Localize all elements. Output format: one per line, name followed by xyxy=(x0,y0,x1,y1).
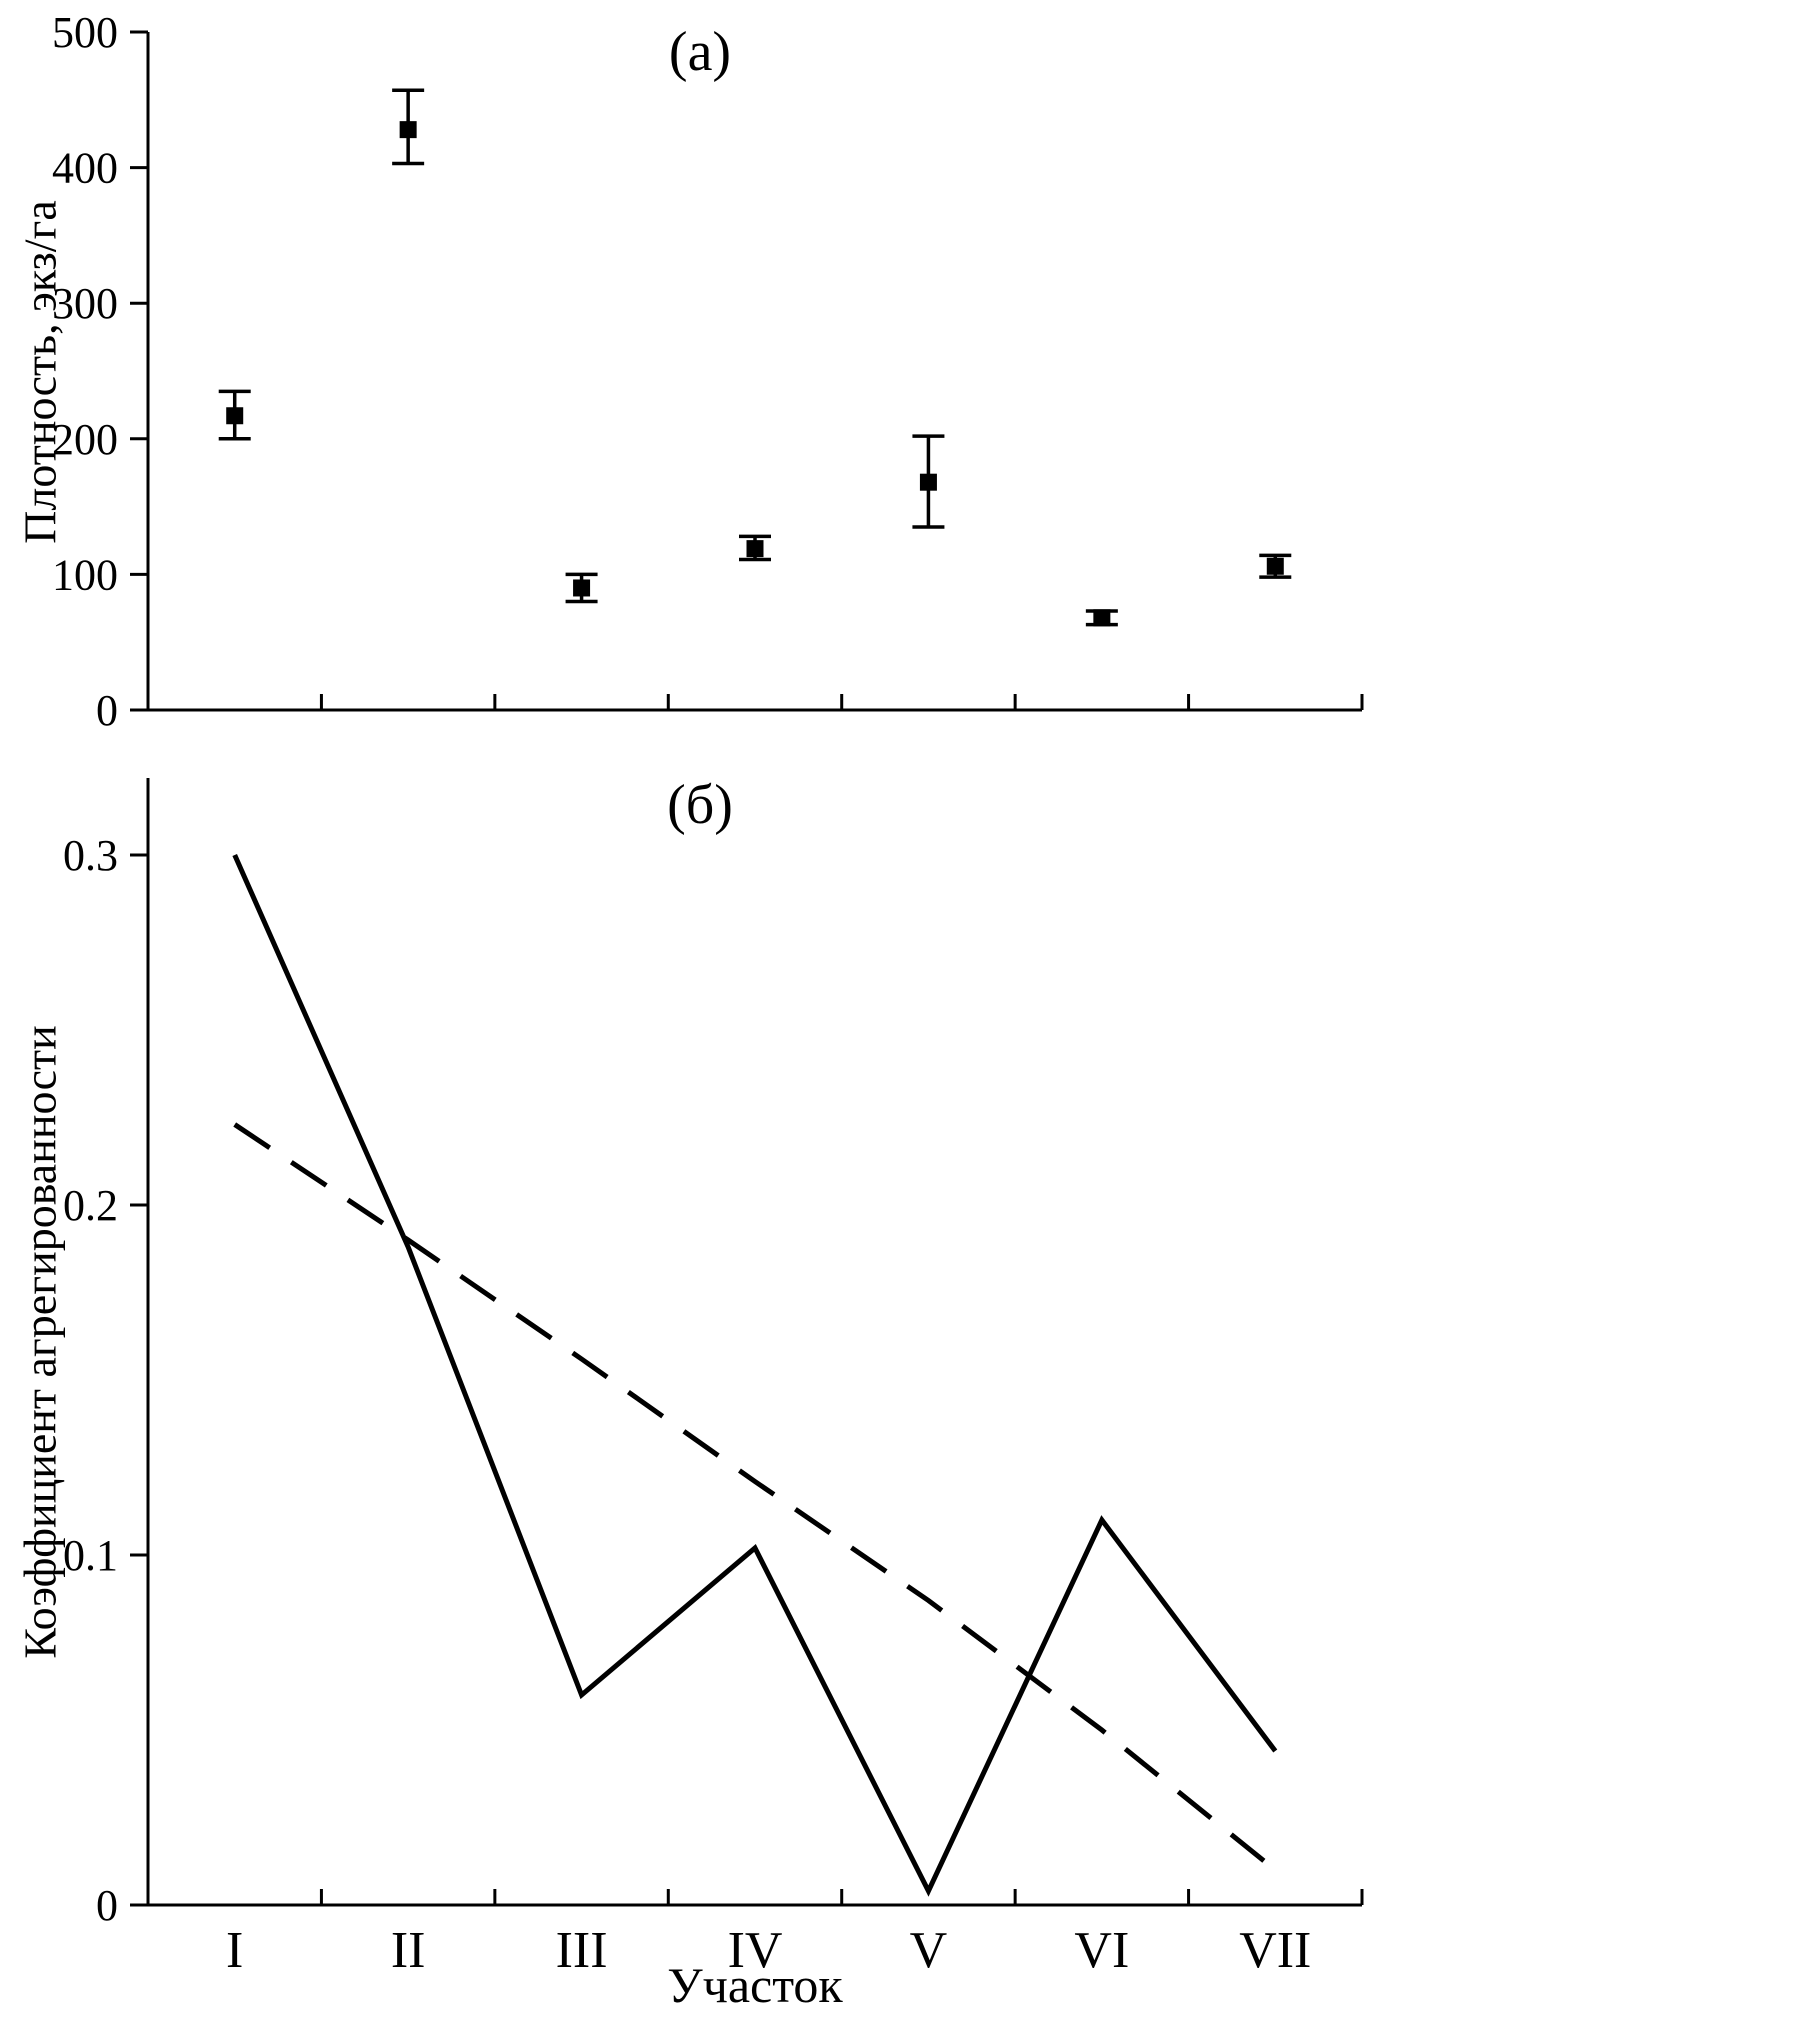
panel-a-y-axis-title: Плотность, экз/га xyxy=(14,200,66,544)
panel-b-x-tick-label: VII xyxy=(1239,1922,1311,1979)
panel-b-y-tick-label: 0.3 xyxy=(63,831,118,880)
data-point-marker xyxy=(746,540,764,558)
data-point-marker xyxy=(919,473,937,491)
panel-b-x-tick-label: V xyxy=(910,1922,948,1979)
panel-b-x-tick-label: VI xyxy=(1074,1922,1129,1979)
data-point-marker xyxy=(1266,557,1284,575)
panel-a-y-tick-label: 200 xyxy=(52,415,118,464)
dashed-line xyxy=(233,1122,1277,1872)
panel-b-label: (б) xyxy=(667,774,733,836)
data-point-marker xyxy=(573,579,591,597)
data-point-marker xyxy=(399,121,417,139)
panel-a: 0 100 200 300 400 500 xyxy=(52,8,1364,735)
data-point-marker xyxy=(226,407,244,425)
panel-b-x-tick-label: III xyxy=(556,1922,608,1979)
panel-a-y-tick-label: 300 xyxy=(52,279,118,328)
panel-a-label: (а) xyxy=(668,21,732,83)
panel-b-x-tick-label: II xyxy=(391,1922,426,1979)
panel-b-x-tick-label: I xyxy=(226,1922,243,1979)
panel-b-y-tick-label: 0 xyxy=(96,1881,118,1930)
panel-b-y-tick-label: 0.1 xyxy=(63,1531,118,1580)
panel-b: 00.10.20.3I II III IV V VI VII xyxy=(63,778,1364,1979)
panel-a-y-tick-label: 0 xyxy=(96,686,118,735)
panel-a-y-tick-label: 400 xyxy=(52,144,118,193)
panel-b-y-tick-label: 0.2 xyxy=(63,1181,118,1230)
solid-line xyxy=(232,853,1278,1897)
data-point-marker xyxy=(1093,609,1111,627)
panel-b-y-axis-title: Коэффициент агрегированности xyxy=(14,1025,66,1659)
panel-a-y-tick-label: 500 xyxy=(52,8,118,57)
x-axis-title: Участок xyxy=(667,1957,843,2013)
panel-a-y-tick-label: 100 xyxy=(52,550,118,599)
panel-b-x-tick-label: IV xyxy=(728,1922,783,1979)
